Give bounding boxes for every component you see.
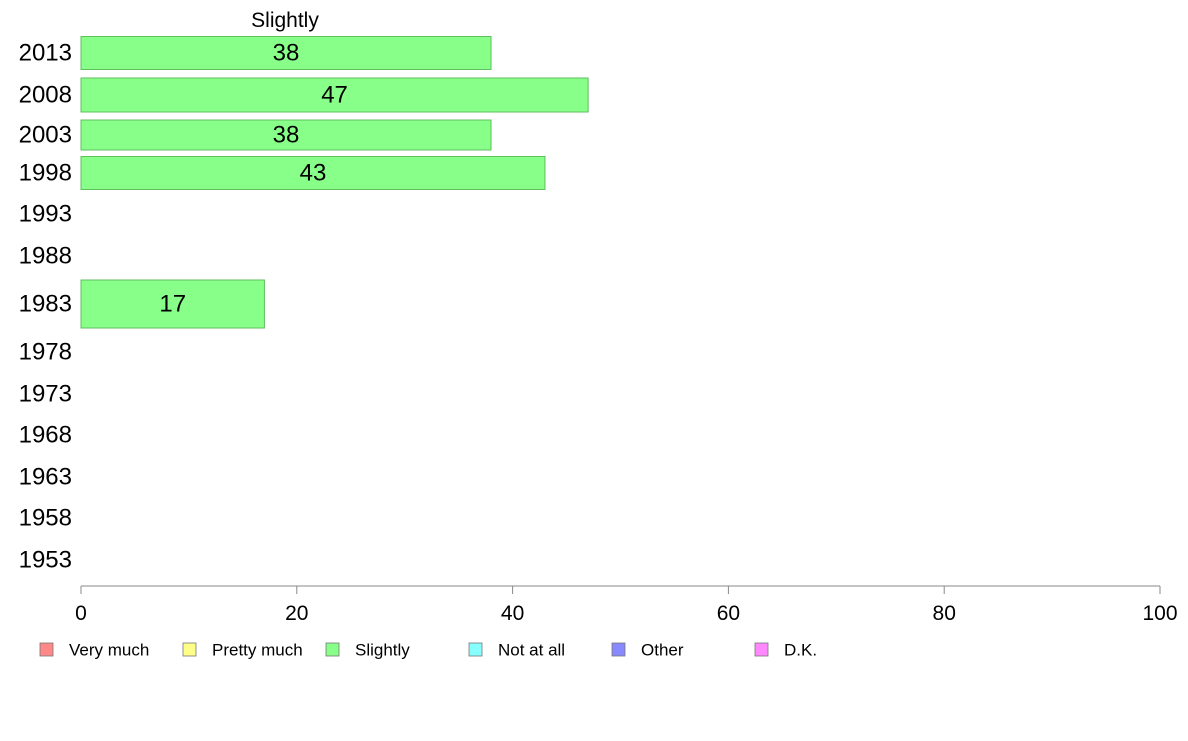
legend-swatch-other xyxy=(611,642,626,657)
legend: Very much Pretty much Slightly Not at all Ot… xyxy=(39,641,817,660)
legend-label-d-k: D.K. xyxy=(784,641,817,660)
y-tick-label-1973: 1973 xyxy=(19,381,72,408)
y-tick-label-1998: 1998 xyxy=(19,160,72,187)
bar-1983 xyxy=(80,279,265,329)
y-tick-label-1958: 1958 xyxy=(19,505,72,532)
legend-label-slightly: Slightly xyxy=(355,641,410,660)
bar-1998 xyxy=(80,156,546,190)
data-label-2013: 38 xyxy=(273,40,300,67)
y-tick-label-1968: 1968 xyxy=(19,422,72,449)
y-tick-label-1953: 1953 xyxy=(19,547,72,574)
chart-title: Slightly xyxy=(251,9,319,32)
legend-label-pretty-much: Pretty much xyxy=(212,641,303,660)
y-tick-label-2003: 2003 xyxy=(19,122,72,149)
y-tick-label-1983: 1983 xyxy=(19,291,72,318)
x-tick-label-40: 40 xyxy=(501,602,524,625)
x-axis: 0 20 40 60 80 100 xyxy=(75,585,1178,625)
legend-label-other: Other xyxy=(641,641,684,660)
x-tick-label-0: 0 xyxy=(75,602,87,625)
bar-2013 xyxy=(80,36,492,70)
y-tick-label-1988: 1988 xyxy=(19,243,72,270)
x-tick-label-60: 60 xyxy=(717,602,740,625)
y-tick-label-2008: 2008 xyxy=(19,82,72,109)
y-tick-label-1978: 1978 xyxy=(19,339,72,366)
legend-swatch-not-at-all xyxy=(468,642,483,657)
legend-swatch-pretty-much xyxy=(182,642,197,657)
legend-label-very-much: Very much xyxy=(69,641,149,660)
data-label-2008: 47 xyxy=(321,82,348,109)
x-tick-label-100: 100 xyxy=(1142,602,1177,625)
legend-swatch-very-much xyxy=(39,642,54,657)
bar-2008 xyxy=(80,77,589,113)
y-tick-label-1993: 1993 xyxy=(19,201,72,228)
legend-swatch-slightly xyxy=(325,642,340,657)
legend-swatch-d-k xyxy=(754,642,769,657)
y-tick-label-2013: 2013 xyxy=(19,40,72,67)
bar-2003 xyxy=(80,119,492,151)
y-axis-labels: 2013 2008 2003 1998 1993 1988 1983 1978 1973 1968… xyxy=(19,40,72,574)
x-tick-label-80: 80 xyxy=(933,602,956,625)
data-label-1998: 43 xyxy=(300,160,327,187)
data-label-2003: 38 xyxy=(273,122,300,149)
legend-label-not-at-all: Not at all xyxy=(498,641,565,660)
data-label-1983: 17 xyxy=(159,291,186,318)
y-tick-label-1963: 1963 xyxy=(19,464,72,491)
x-tick-label-20: 20 xyxy=(285,602,308,625)
